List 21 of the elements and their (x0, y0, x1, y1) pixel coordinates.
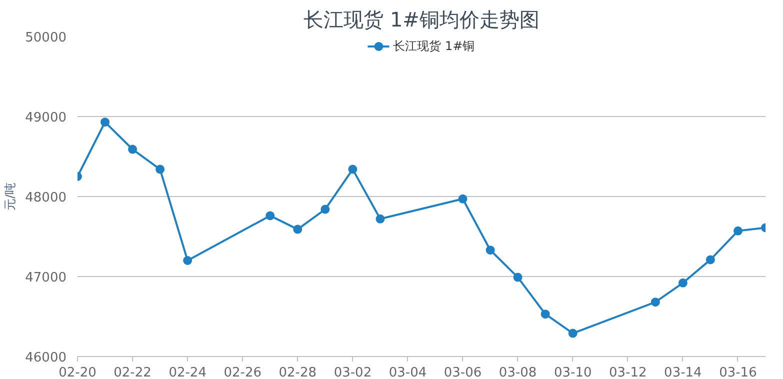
chart-title: 长江现货 1#铜均价走势图 (304, 8, 540, 32)
y-tick-label: 46000 (25, 350, 67, 366)
x-tick-label: 03-02 (334, 366, 372, 379)
x-tick-label: 03-10 (554, 366, 592, 379)
x-tick-label: 02-22 (114, 366, 152, 379)
y-tick-label: 49000 (25, 110, 67, 126)
x-tick-label: 02-26 (224, 366, 262, 379)
x-tick-label: 03-06 (444, 366, 482, 379)
x-tick-label: 03-14 (664, 366, 702, 379)
y-tick-label: 50000 (25, 30, 67, 46)
x-tick-label: 03-08 (498, 366, 537, 379)
x-tick-label: 03-16 (719, 366, 757, 379)
legend-label: 长江现货 1#铜 (393, 38, 475, 54)
x-tick-label: 02-28 (278, 366, 317, 379)
y-tick-label: 47000 (25, 270, 67, 286)
x-tick-label: 02-20 (58, 366, 96, 379)
x-tick-label: 03-04 (388, 366, 427, 379)
x-tick-label: 03-12 (609, 366, 647, 379)
x-tick-label: 02-24 (168, 366, 206, 379)
y-tick-label: 48000 (25, 190, 67, 206)
y-axis-title: 元/吨 (3, 182, 18, 211)
